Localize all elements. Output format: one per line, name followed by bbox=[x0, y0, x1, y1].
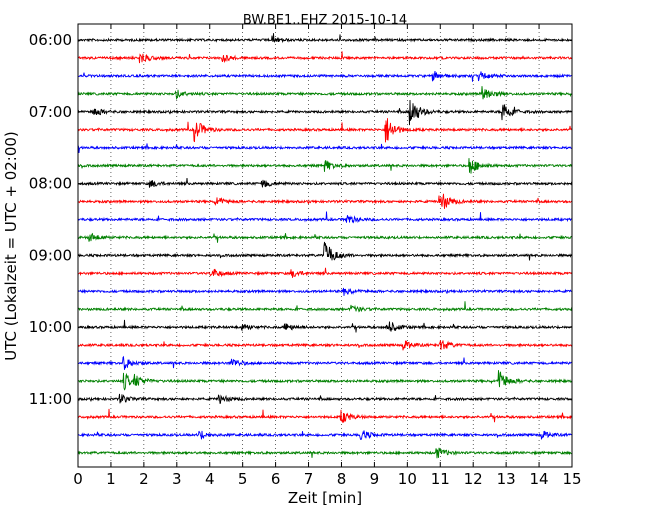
x-tick-label: 15 bbox=[562, 470, 581, 488]
chart-title: BW.BE1..EHZ 2015-10-14 bbox=[243, 13, 407, 28]
x-axis-label: Zeit [min] bbox=[288, 489, 362, 507]
trace-row bbox=[77, 51, 573, 64]
trace-row bbox=[77, 241, 573, 261]
trace-row bbox=[77, 301, 573, 313]
trace-row bbox=[77, 287, 573, 296]
trace-row bbox=[77, 447, 573, 459]
x-tick-label: 6 bbox=[271, 470, 281, 488]
trace-row bbox=[77, 158, 573, 174]
trace-row bbox=[77, 177, 573, 188]
trace-row bbox=[77, 193, 573, 209]
trace-row bbox=[77, 340, 573, 351]
y-tick-label: 07:00 bbox=[29, 103, 72, 121]
x-tick-label: 10 bbox=[398, 470, 417, 488]
x-tick-label: 0 bbox=[73, 470, 83, 488]
x-tick-label: 14 bbox=[530, 470, 549, 488]
trace-row bbox=[77, 211, 573, 224]
trace-row bbox=[78, 86, 573, 101]
y-tick-label: 10:00 bbox=[29, 318, 72, 336]
y-tick-label: 11:00 bbox=[29, 390, 72, 408]
y-axis-ticks: 06:00 07:00 08:00 09:00 10:00 11:00 bbox=[29, 31, 572, 408]
plot-frame bbox=[77, 23, 573, 468]
trace-row bbox=[77, 408, 573, 424]
trace-row bbox=[77, 70, 573, 82]
y-tick-label: 08:00 bbox=[29, 175, 72, 193]
x-tick-label: 1 bbox=[106, 470, 116, 488]
x-axis-ticks: 0 1 2 3 4 5 6 7 8 9 10 11 12 13 14 15 bbox=[73, 24, 582, 488]
trace-row bbox=[77, 232, 573, 243]
x-tick-label: 5 bbox=[238, 470, 248, 488]
trace-row bbox=[77, 33, 573, 44]
x-tick-label: 8 bbox=[337, 470, 347, 488]
y-tick-label: 09:00 bbox=[29, 246, 72, 264]
trace-row bbox=[77, 370, 573, 391]
x-tick-label: 9 bbox=[370, 470, 380, 488]
trace-row bbox=[77, 393, 573, 404]
x-tick-label: 3 bbox=[172, 470, 182, 488]
x-tick-label: 4 bbox=[205, 470, 215, 488]
trace-row bbox=[77, 355, 573, 370]
trace-row bbox=[77, 430, 573, 441]
y-tick-label: 06:00 bbox=[29, 31, 72, 49]
x-tick-label: 2 bbox=[139, 470, 149, 488]
x-tick-label: 7 bbox=[304, 470, 314, 488]
trace-row bbox=[77, 118, 573, 143]
trace-row bbox=[77, 267, 573, 278]
trace-row bbox=[77, 319, 573, 333]
x-tick-label: 12 bbox=[464, 470, 483, 488]
y-axis-label: UTC (Lokalzeit = UTC + 02:00) bbox=[2, 131, 20, 361]
trace-row bbox=[77, 143, 573, 153]
x-tick-label: 13 bbox=[497, 470, 516, 488]
x-tick-label: 11 bbox=[431, 470, 450, 488]
trace-row bbox=[77, 100, 573, 126]
seismogram-traces bbox=[77, 33, 573, 459]
